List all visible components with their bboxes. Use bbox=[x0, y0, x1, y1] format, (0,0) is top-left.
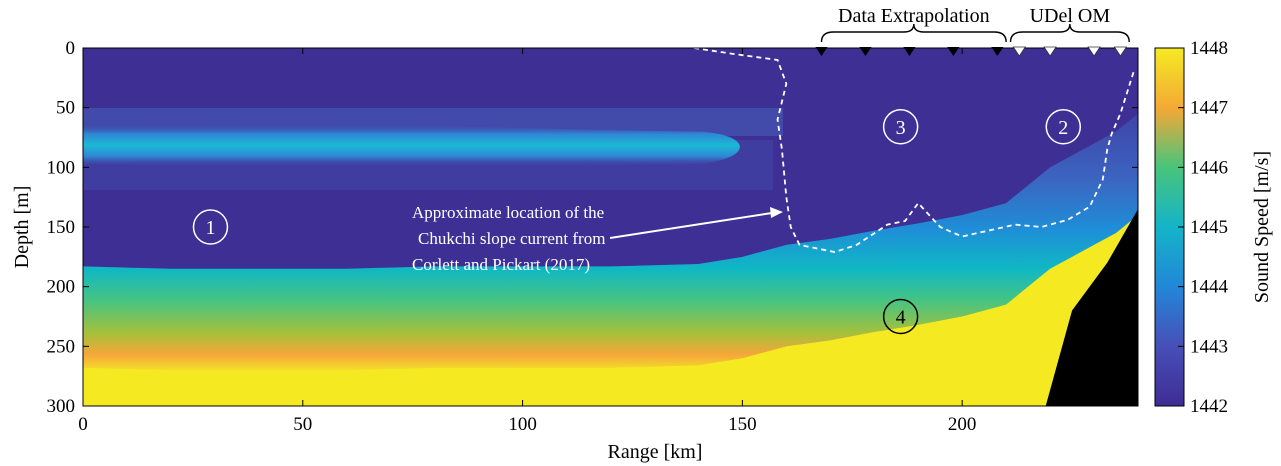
region-label: 3 bbox=[896, 117, 906, 139]
data-extrapolation-marker bbox=[903, 47, 916, 56]
udel-om-marker bbox=[1043, 46, 1057, 57]
annotation-line-2: Chukchi slope current from bbox=[418, 229, 605, 248]
transition-layer bbox=[83, 113, 1138, 373]
brackets: Data Extrapolation UDel OM bbox=[820, 5, 1130, 43]
annotation: Approximate location of the Chukchi slop… bbox=[412, 203, 783, 274]
udel-om-marker bbox=[1012, 46, 1027, 57]
y-tick-label: 250 bbox=[47, 336, 76, 357]
x-tick-label: 150 bbox=[728, 414, 757, 435]
slope-current-outline bbox=[693, 48, 1135, 253]
y-tick-label: 0 bbox=[66, 38, 76, 59]
data-extrapolation-marker bbox=[991, 47, 1004, 56]
region-circle bbox=[882, 298, 919, 335]
data-extrapolation-marker bbox=[815, 47, 828, 56]
colorbar-tick-label: 1444 bbox=[1190, 277, 1229, 298]
bracket bbox=[820, 23, 1007, 43]
colorbar-tick-label: 1445 bbox=[1190, 217, 1228, 238]
colorbar-tick-label: 1448 bbox=[1190, 38, 1228, 59]
seafloor bbox=[1045, 209, 1138, 406]
x-tick-label: 50 bbox=[293, 414, 312, 435]
udel-om-marker bbox=[1087, 46, 1101, 57]
x-axis-title: Range [km] bbox=[608, 441, 703, 463]
x-tick-label: 200 bbox=[948, 414, 977, 435]
x-axis: 0 50 100 150 200 bbox=[78, 48, 976, 435]
colorbar-tick-label: 1447 bbox=[1190, 98, 1228, 119]
colorbar-tick-label: 1446 bbox=[1190, 157, 1228, 178]
y-axis: 0 50 100 150 200 250 300 bbox=[47, 38, 1138, 417]
y-tick-label: 200 bbox=[47, 277, 76, 298]
bottom-layer bbox=[83, 215, 1138, 406]
data-extrapolation-marker bbox=[859, 47, 872, 56]
annotation-line-1: Approximate location of the bbox=[412, 203, 604, 222]
region-circle bbox=[882, 109, 919, 145]
udel-om-marker bbox=[1113, 46, 1128, 57]
colorbar-ticks: 1442 1443 1444 1445 1446 1447 1448 bbox=[1178, 38, 1229, 417]
y-tick-label: 150 bbox=[47, 217, 76, 238]
bracket-label: UDel OM bbox=[1030, 5, 1111, 27]
region-label: 2 bbox=[1058, 117, 1068, 139]
annotation-arrowhead bbox=[770, 207, 783, 218]
bracket bbox=[1009, 23, 1130, 43]
region-circle bbox=[192, 209, 229, 245]
colorbar-title: Sound Speed [m/s] bbox=[1251, 151, 1273, 303]
colorbar-tick-label: 1443 bbox=[1190, 336, 1228, 357]
cold-layer bbox=[83, 122, 740, 168]
annotation-line-3: Corlett and Pickart (2017) bbox=[412, 255, 590, 274]
bracket-label: Data Extrapolation bbox=[838, 5, 990, 27]
colorbar-tick-label: 1442 bbox=[1190, 396, 1228, 417]
region-label: 1 bbox=[205, 217, 215, 239]
x-tick-label: 100 bbox=[508, 414, 537, 435]
x-tick-label: 0 bbox=[78, 414, 88, 435]
y-tick-label: 100 bbox=[47, 157, 76, 178]
annotation-arrow bbox=[609, 212, 773, 239]
y-axis-title: Depth [m] bbox=[11, 186, 33, 269]
region-circle bbox=[1045, 109, 1082, 145]
instrument-markers bbox=[815, 46, 1128, 57]
data-extrapolation-marker bbox=[947, 47, 960, 56]
y-tick-label: 50 bbox=[56, 98, 75, 119]
region-label: 4 bbox=[896, 307, 906, 329]
y-tick-label: 300 bbox=[47, 396, 76, 417]
region-labels: 1 2 3 4 bbox=[192, 109, 1082, 335]
colorbar: 1442 1443 1444 1445 1446 1447 1448 Sound Speed… bbox=[1154, 38, 1273, 417]
